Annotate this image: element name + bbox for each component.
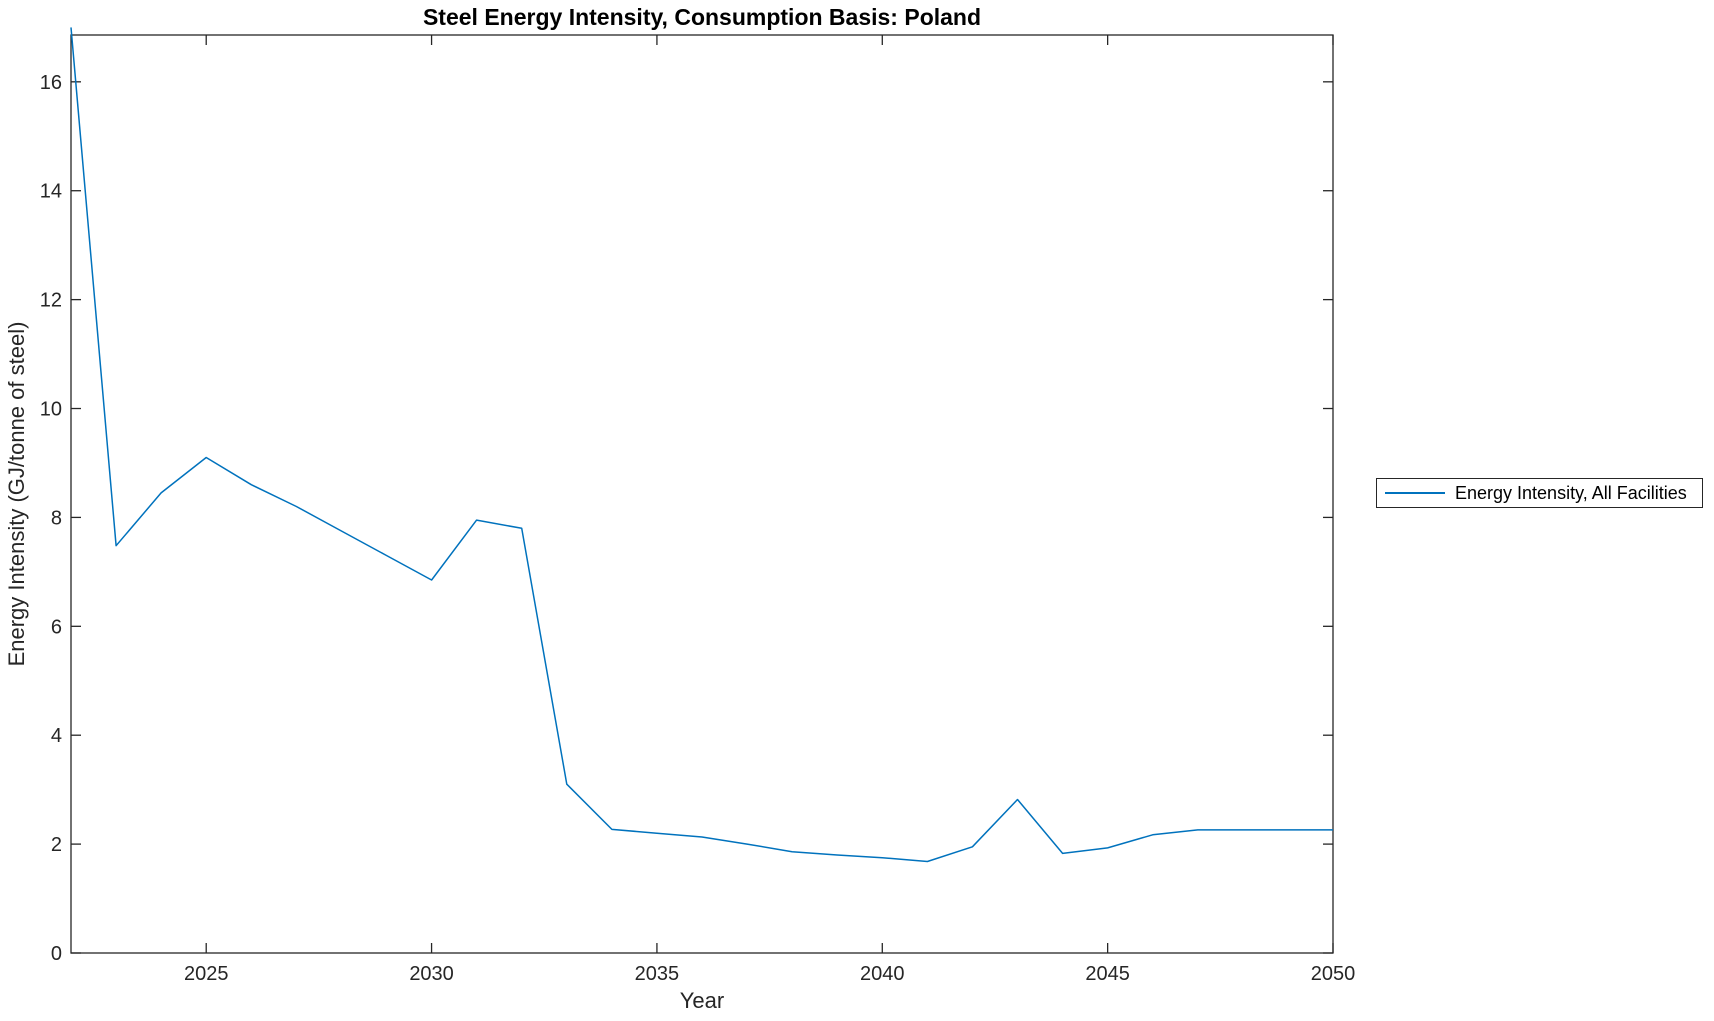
x-tick-label: 2045 bbox=[1085, 963, 1130, 985]
y-tick-label: 14 bbox=[40, 181, 62, 203]
y-tick-label: 16 bbox=[40, 72, 62, 94]
legend-entry-label: Energy Intensity, All Facilities bbox=[1455, 482, 1687, 503]
y-tick-label: 6 bbox=[51, 616, 62, 638]
y-tick-label: 0 bbox=[51, 943, 62, 965]
legend-line-swatch bbox=[1385, 492, 1445, 494]
y-tick-label: 2 bbox=[51, 834, 62, 856]
y-tick-label: 8 bbox=[51, 507, 62, 529]
x-axis-label: Year bbox=[679, 988, 725, 1013]
x-tick-label: 2035 bbox=[635, 963, 680, 985]
chart-title: Steel Energy Intensity, Consumption Basi… bbox=[422, 4, 982, 30]
y-tick-label: 4 bbox=[51, 725, 62, 747]
series-line bbox=[70, 27, 1333, 863]
x-tick-label: 2040 bbox=[860, 963, 905, 985]
legend: Energy Intensity, All Facilities bbox=[1376, 478, 1703, 508]
y-tick-label: 12 bbox=[40, 290, 62, 312]
y-tick-label: 10 bbox=[40, 399, 62, 421]
x-tick-label: 2050 bbox=[1311, 963, 1356, 985]
axes-box bbox=[70, 34, 1334, 954]
x-tick-label: 2030 bbox=[409, 963, 454, 985]
x-tick-label: 2025 bbox=[184, 963, 229, 985]
